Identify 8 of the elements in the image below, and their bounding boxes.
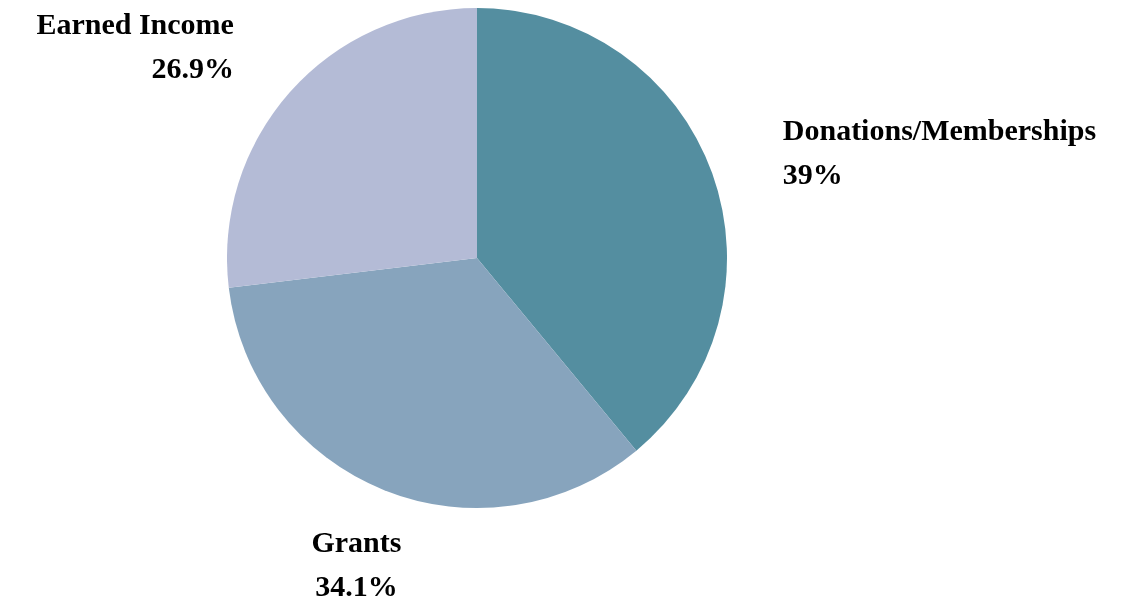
- slice-label: Grants: [311, 524, 402, 558]
- data-label: 26.9%: [151, 51, 234, 85]
- pie-slice: [477, 8, 727, 451]
- data-label: 34.1%: [315, 568, 398, 598]
- slice-label: Donations/Memberships: [782, 112, 1097, 146]
- slice-label: Earned Income: [36, 7, 234, 41]
- pie-slice: [228, 258, 637, 508]
- data-label: 39%: [782, 156, 843, 190]
